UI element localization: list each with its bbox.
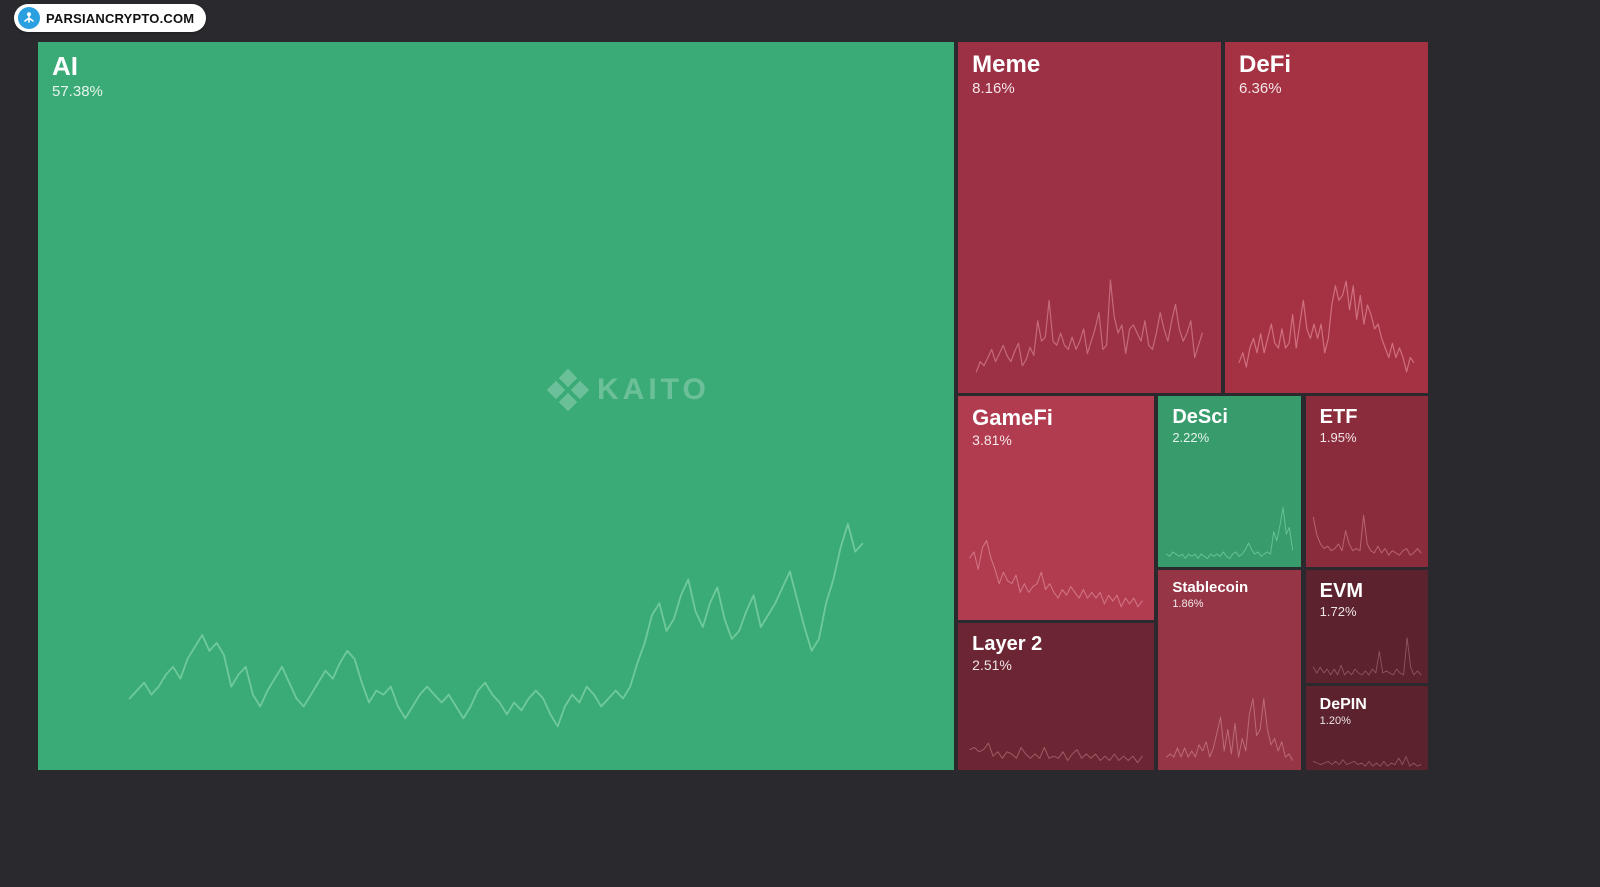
tile-meme[interactable]: Meme8.16% <box>958 42 1221 393</box>
tile-defi[interactable]: DeFi6.36% <box>1225 42 1428 393</box>
tile-desci[interactable]: DeSci2.22% <box>1158 396 1301 567</box>
source-badge: PARSIANCRYPTO.COM <box>14 4 206 32</box>
source-badge-text: PARSIANCRYPTO.COM <box>46 11 194 26</box>
tile-gamefi[interactable]: GameFi3.81% <box>958 396 1154 620</box>
tile-depin[interactable]: DePIN1.20% <box>1306 686 1428 770</box>
tile-stablecoin[interactable]: Stablecoin1.86% <box>1158 570 1301 770</box>
tile-layer2[interactable]: Layer 22.51% <box>958 623 1154 770</box>
tile-evm[interactable]: EVM1.72% <box>1306 570 1428 683</box>
tile-ai[interactable]: AI57.38%KAITO <box>38 42 954 770</box>
source-badge-icon <box>18 7 40 29</box>
treemap: AI57.38%KAITOMeme8.16%DeFi6.36% GameFi3.8… <box>38 42 1428 770</box>
tile-etf[interactable]: ETF1.95% <box>1306 396 1428 567</box>
